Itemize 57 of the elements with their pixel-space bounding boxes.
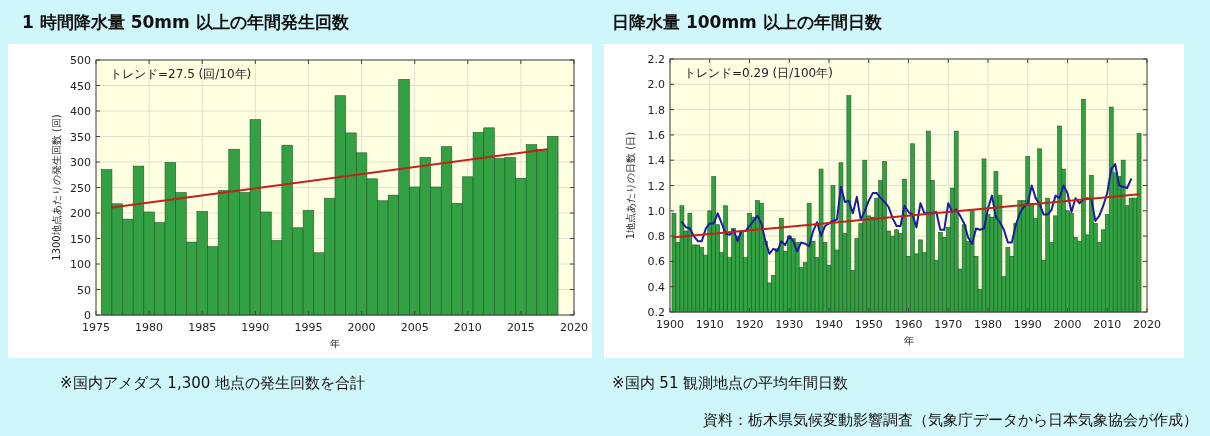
y-tick-label: 300 [70, 156, 91, 169]
x-axis-title: 年 [903, 335, 914, 346]
x-tick-label: 2005 [400, 321, 429, 334]
y-tick-label: 0.6 [647, 255, 665, 269]
text: ※国内アメダス 1,300 地点の発生回数を合計 [60, 374, 366, 392]
chart-title: 日降水量 100mm 以上の年間日数 [612, 12, 883, 32]
y-tick-label: 1.2 [647, 179, 665, 193]
x-tick-label: 2015 [506, 321, 535, 334]
x-tick-label: 1990 [241, 321, 270, 334]
x-tick-label: 2000 [1053, 318, 1082, 331]
y-tick-label: 450 [70, 79, 91, 93]
x-axis-title: 年 [330, 338, 340, 349]
y-tick-label: 1.4 [647, 154, 665, 168]
x-tick-label: 1975 [82, 321, 110, 334]
chart-title: 1 時間降水量 50mm 以上の年間発生回数 [22, 12, 350, 32]
y-tick-label: 0 [84, 309, 91, 322]
y-tick-label: 350 [70, 130, 91, 144]
y-axis-title: 1300地点あたりの発生回数 (回) [51, 114, 62, 261]
line-series [680, 163, 1133, 255]
y-tick-label: 1.6 [647, 128, 665, 142]
x-tick-label: 1900 [656, 318, 684, 331]
y-tick-label: 50 [77, 283, 91, 297]
y-tick-label: 0.4 [647, 280, 665, 294]
x-tick-label: 2000 [347, 321, 376, 334]
text: 資料：栃木県気候変動影響調査（気象庁データから日本気象協会が作成） [703, 411, 1198, 429]
annotation: トレンド=27.5 (回/10年) [110, 67, 252, 81]
y-tick-label: 0.2 [647, 306, 665, 319]
x-tick-label: 1960 [894, 318, 923, 331]
x-tick-label: 1990 [1013, 318, 1042, 331]
y-tick-label: 250 [70, 181, 91, 195]
x-tick-label: 1920 [735, 318, 764, 331]
y-tick-label: 1.0 [647, 204, 665, 218]
x-tick-label: 2020 [560, 321, 588, 334]
x-tick-label: 1970 [934, 318, 963, 331]
x-tick-label: 2020 [1133, 318, 1161, 331]
y-tick-label: 100 [70, 258, 91, 271]
y-tick-label: 1.8 [647, 103, 665, 117]
y-axis-title: 1地点あたりの日数 (日) [625, 131, 636, 240]
y-tick-label: 2.0 [647, 78, 665, 92]
y-tick-label: 0.8 [647, 230, 665, 244]
x-tick-label: 2010 [453, 321, 482, 334]
x-tick-label: 1950 [854, 318, 883, 331]
x-tick-label: 1910 [695, 318, 724, 331]
x-tick-label: 1930 [775, 318, 804, 331]
x-tick-label: 1940 [815, 318, 843, 331]
x-tick-label: 1980 [135, 321, 164, 334]
y-tick-label: 150 [70, 232, 91, 246]
y-tick-label: 2.2 [647, 53, 665, 66]
text: ※国内 51 観測地点の平均年間日数 [612, 374, 849, 392]
y-tick-label: 400 [70, 105, 91, 118]
x-tick-label: 1985 [188, 321, 217, 334]
x-tick-label: 1980 [974, 318, 1002, 331]
x-tick-label: 1995 [294, 321, 323, 334]
y-tick-label: 200 [70, 207, 91, 220]
annotation: トレンド=0.29 (日/100年) [684, 66, 833, 80]
x-tick-label: 2010 [1093, 318, 1122, 331]
y-tick-label: 500 [70, 54, 91, 67]
